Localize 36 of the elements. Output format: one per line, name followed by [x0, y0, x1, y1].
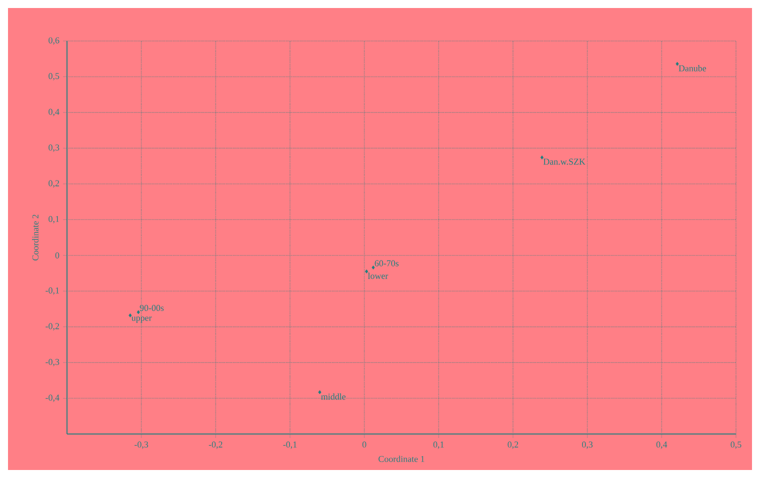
point	[136, 310, 140, 314]
x-tick-label: 0,1	[433, 442, 444, 449]
y-tick-label: -0,2	[46, 323, 59, 330]
annotation: upper	[132, 316, 152, 323]
y-tick-label: 0,3	[48, 144, 60, 152]
y-tick-label: 0,2	[48, 180, 59, 188]
annotation: 90-00s	[140, 304, 164, 311]
x-axis-title: Coordinate 1	[378, 456, 424, 462]
x-tick-label: 0,4	[656, 442, 668, 449]
point	[676, 62, 679, 66]
x-tick-label: 0,2	[508, 442, 518, 449]
point	[540, 155, 544, 160]
annotation: Danube	[678, 65, 706, 72]
y-tick-label: 0,6	[48, 37, 60, 45]
y-tick-label: 0,5	[48, 73, 60, 80]
y-tick-label: 0,1	[48, 216, 59, 224]
y-tick-label: -0,4	[46, 394, 60, 402]
x-tick-label: 0	[362, 442, 366, 448]
x-tick-label: 0,3	[582, 442, 593, 449]
x-tick-label: -0,1	[283, 442, 297, 449]
point	[372, 266, 375, 270]
x-tick-label: -0,3	[134, 442, 148, 449]
y-tick-label: -0,1	[46, 287, 59, 295]
annotation: lower	[368, 272, 388, 279]
y-axis-title: Coordinate 2	[32, 214, 38, 260]
y-tick-label: 0	[55, 252, 60, 258]
annotation: middle	[321, 393, 346, 400]
annotation: Dan.w.SZK	[543, 158, 586, 165]
point	[128, 313, 132, 318]
y-tick-label: 0,4	[48, 108, 60, 116]
y-tick-label: -0,3	[46, 358, 60, 366]
point	[318, 390, 322, 394]
x-tick-label: 0,5	[730, 442, 742, 449]
point	[365, 269, 368, 274]
x-tick-label: -0,2	[208, 442, 222, 449]
annotation: 60-70s	[374, 260, 399, 266]
